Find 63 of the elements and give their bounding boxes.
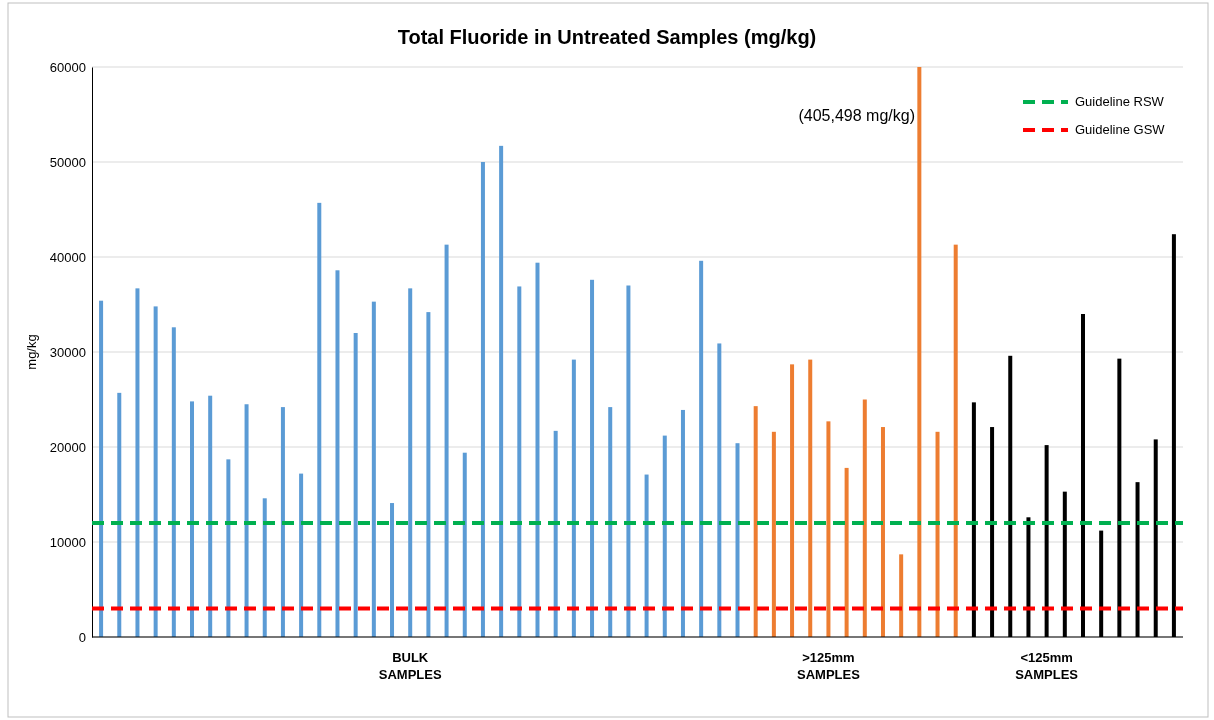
bar — [590, 279, 595, 637]
bar — [880, 427, 885, 637]
bar — [935, 431, 940, 637]
x-tick-label: >125mm SAMPLES — [797, 650, 861, 682]
bar — [99, 300, 104, 637]
bar — [680, 409, 685, 637]
legend-label: Guideline RSW — [1075, 94, 1165, 109]
bar — [826, 421, 831, 637]
bar — [608, 407, 613, 637]
bar — [244, 404, 249, 637]
bar — [117, 392, 122, 637]
y-tick-label: 50000 — [49, 154, 86, 170]
bar — [153, 306, 158, 637]
bar — [262, 498, 267, 637]
x-tick-label: <125mm SAMPLES — [1015, 650, 1079, 682]
chart-title: Total Fluoride in Untreated Samples (mg/kg) — [397, 26, 817, 48]
y-tick-label: 0 — [78, 629, 86, 645]
bar — [444, 244, 449, 637]
bar — [735, 443, 740, 637]
bar — [408, 288, 413, 637]
bar — [844, 467, 849, 637]
bar — [390, 503, 395, 637]
y-tick-label: 10000 — [49, 534, 86, 550]
x-tick-label: BULK SAMPLES — [378, 650, 442, 682]
bar — [517, 286, 522, 637]
bar — [480, 162, 485, 637]
bar — [917, 67, 922, 637]
y-tick-label: 40000 — [49, 249, 86, 265]
bar — [953, 244, 958, 637]
y-axis-title: mg/kg — [24, 334, 39, 370]
y-tick-label: 60000 — [49, 59, 86, 75]
bar — [190, 401, 195, 637]
bar — [280, 407, 285, 637]
bar — [171, 327, 176, 637]
bar — [771, 431, 776, 637]
bar — [553, 430, 558, 637]
bar — [135, 288, 140, 637]
bar — [790, 364, 795, 637]
bar — [662, 435, 667, 637]
y-tick-label: 20000 — [49, 439, 86, 455]
bar — [862, 399, 867, 637]
bar — [317, 202, 322, 637]
bar — [753, 406, 758, 637]
legend-label: Guideline GSW — [1075, 122, 1166, 137]
bar — [535, 262, 540, 637]
bar — [717, 343, 722, 637]
bar — [353, 333, 358, 637]
bar — [571, 359, 576, 637]
bar — [426, 312, 431, 637]
bar — [371, 301, 376, 637]
annotation: (405,498 mg/kg) — [798, 107, 915, 124]
bar — [808, 359, 813, 637]
bar — [335, 270, 340, 637]
bar — [626, 285, 631, 637]
bar — [699, 260, 704, 637]
bar — [462, 452, 467, 637]
bar — [208, 395, 213, 637]
y-tick-label: 30000 — [49, 344, 86, 360]
bar — [499, 145, 504, 637]
bar — [644, 474, 649, 637]
bar — [299, 473, 304, 637]
bar — [899, 554, 904, 637]
bar — [226, 459, 231, 637]
